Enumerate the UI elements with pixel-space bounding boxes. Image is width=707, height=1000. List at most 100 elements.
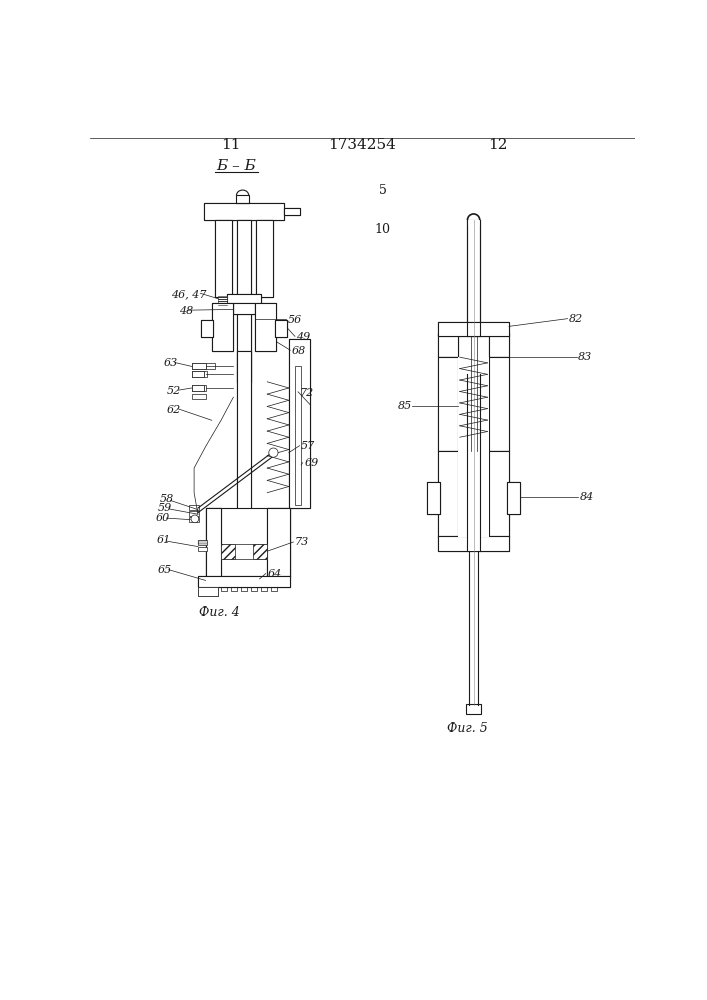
Bar	[238, 220, 251, 382]
Bar	[192, 371, 204, 377]
Bar	[221, 544, 267, 559]
Bar	[198, 587, 218, 596]
Bar	[438, 451, 458, 537]
Text: 1734254: 1734254	[328, 138, 396, 152]
Bar	[295, 366, 301, 505]
Bar	[198, 540, 207, 545]
Circle shape	[191, 515, 199, 523]
Bar	[218, 297, 227, 299]
Text: 65: 65	[158, 565, 172, 575]
Bar	[508, 482, 520, 514]
Bar	[201, 320, 214, 337]
Bar	[192, 363, 206, 369]
Bar	[192, 363, 215, 369]
Bar	[218, 303, 227, 305]
Text: 73: 73	[295, 537, 309, 547]
Bar	[212, 303, 233, 351]
Bar	[438, 333, 458, 357]
Bar	[267, 508, 291, 577]
Circle shape	[269, 448, 278, 457]
Text: 63: 63	[163, 358, 177, 368]
Text: 82: 82	[569, 314, 583, 324]
Bar	[221, 544, 235, 559]
Bar	[198, 576, 291, 587]
Bar	[438, 333, 458, 357]
Bar	[438, 536, 509, 551]
Bar	[218, 296, 227, 297]
Bar	[467, 220, 480, 226]
Text: Фиг. 4: Фиг. 4	[199, 606, 240, 619]
Bar	[275, 320, 287, 337]
Text: 11: 11	[221, 138, 241, 152]
Bar	[489, 357, 509, 451]
Bar	[284, 208, 300, 215]
Bar	[466, 704, 481, 714]
Bar	[189, 505, 199, 510]
Bar	[236, 195, 249, 203]
Text: 10: 10	[375, 223, 391, 236]
Bar	[192, 371, 207, 377]
Bar	[198, 547, 207, 551]
Bar	[489, 451, 509, 537]
Bar	[218, 299, 227, 301]
Bar	[233, 303, 255, 314]
Bar	[201, 320, 214, 337]
Text: 48: 48	[179, 306, 193, 316]
Bar	[206, 508, 221, 577]
Bar	[257, 220, 274, 297]
Bar	[508, 482, 520, 514]
Bar	[438, 536, 509, 551]
Bar	[458, 357, 489, 451]
Bar	[192, 394, 206, 399]
Bar	[489, 333, 509, 357]
Bar	[438, 451, 458, 537]
Bar	[489, 357, 509, 451]
Bar	[275, 320, 287, 337]
Bar	[438, 357, 458, 451]
Bar	[215, 220, 232, 297]
Bar	[438, 357, 458, 451]
Bar	[458, 451, 489, 537]
Bar	[192, 385, 204, 391]
Bar	[206, 508, 221, 577]
Bar	[212, 303, 233, 351]
Bar	[192, 385, 204, 391]
Bar	[267, 508, 291, 577]
Text: 56: 56	[287, 315, 301, 325]
Bar	[238, 351, 251, 567]
Text: 52: 52	[167, 386, 182, 396]
Text: 49: 49	[296, 332, 311, 342]
Text: 46, 47: 46, 47	[171, 289, 206, 299]
Bar	[255, 303, 276, 351]
Text: 84: 84	[580, 492, 594, 502]
Bar	[198, 587, 218, 596]
Text: 60: 60	[156, 513, 170, 523]
Bar	[489, 451, 509, 537]
Bar	[238, 351, 251, 567]
Bar	[438, 322, 509, 336]
Text: 83: 83	[578, 352, 592, 362]
Bar	[215, 220, 232, 297]
Bar	[438, 322, 509, 336]
Text: Фиг. 5: Фиг. 5	[447, 722, 488, 735]
Bar	[428, 482, 440, 514]
Text: 12: 12	[489, 138, 508, 152]
Bar	[218, 301, 227, 303]
Bar	[467, 374, 480, 551]
Text: 62: 62	[167, 405, 182, 415]
Bar	[189, 517, 199, 522]
Text: 69: 69	[304, 458, 318, 468]
Bar	[233, 303, 255, 314]
Bar	[192, 363, 206, 369]
Bar	[227, 294, 261, 305]
Text: Б – Б: Б – Б	[216, 159, 257, 173]
Bar	[253, 544, 267, 559]
Text: 5: 5	[379, 184, 387, 197]
Bar	[467, 220, 480, 336]
Bar	[227, 294, 261, 305]
Bar	[257, 220, 274, 297]
Text: 64: 64	[267, 569, 281, 579]
Bar	[204, 203, 284, 220]
Text: 58: 58	[160, 494, 174, 504]
Text: 68: 68	[292, 346, 306, 356]
